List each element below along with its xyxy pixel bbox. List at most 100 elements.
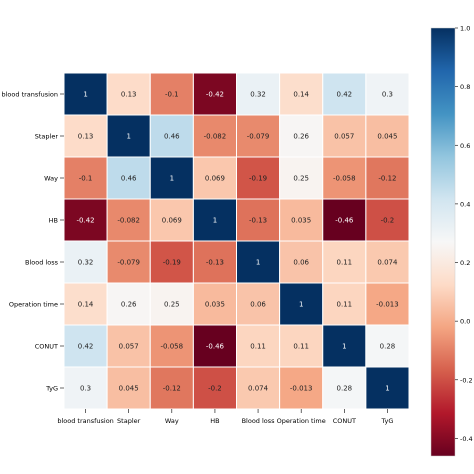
- heatmap-cell: [149, 366, 194, 410]
- cell-value-label: 0.074: [377, 259, 398, 267]
- cell-value-label: -0.058: [161, 343, 184, 351]
- cell-value-label: 1: [126, 133, 130, 141]
- colorbar: -0.4 -0.2 0.0 0.2 0.4 0.6 0.8 1.0: [430, 25, 473, 457]
- cell-value-label: -0.058: [333, 175, 356, 183]
- row-tick-label: HB: [49, 217, 58, 225]
- cell-value-label: 0.32: [250, 91, 266, 99]
- cell-value-label: -0.2: [208, 385, 222, 393]
- cell-value-label: 0.42: [78, 343, 94, 351]
- cell-value-label: -0.42: [77, 217, 95, 225]
- cell-value-label: 1: [342, 343, 346, 351]
- cell-value-label: 1: [385, 385, 389, 393]
- cell-value-label: -0.46: [335, 217, 354, 225]
- heatmap-cell: [365, 282, 410, 326]
- cell-value-label: -0.13: [249, 217, 267, 225]
- heatmap-cell: [149, 156, 194, 200]
- cell-value-label: -0.46: [206, 343, 225, 351]
- heatmap-cell: [279, 282, 324, 326]
- colorbar-gradient: [430, 27, 456, 457]
- colorbar-tick-label: 0.4: [460, 200, 470, 208]
- row-tick-labels: blood transfusion Stapler Way HB Blood loss O…: [2, 91, 64, 393]
- row-tick-label: CONUT: [35, 343, 58, 351]
- cell-value-label: 0.25: [293, 175, 309, 183]
- heatmap-cell: [365, 72, 410, 116]
- column-tick-label: Blood loss: [242, 417, 276, 425]
- heatmap-cell: [106, 324, 151, 368]
- cell-value-label: -0.2: [381, 217, 395, 225]
- heatmap-cell: [236, 366, 281, 410]
- heatmap-cell: [322, 240, 367, 284]
- heatmap-cell: [365, 114, 410, 158]
- heatmap-cell: [322, 198, 367, 242]
- column-tick-label: CONUT: [333, 417, 356, 425]
- cell-value-label: 0.06: [293, 259, 309, 267]
- heatmap-cells: [63, 72, 410, 410]
- heatmap-cell: [365, 324, 410, 368]
- column-tick-label: blood transfusion: [57, 417, 114, 425]
- heatmap-cell: [322, 156, 367, 200]
- cell-value-label: 0.13: [121, 91, 137, 99]
- colorbar-tick-label: 0.6: [460, 142, 470, 150]
- heatmap-cell: [236, 240, 281, 284]
- row-tick-label: Stapler: [35, 133, 59, 141]
- cell-value-label: -0.12: [378, 175, 396, 183]
- cell-value-label: 0.28: [337, 385, 353, 393]
- heatmap-cell: [365, 366, 410, 410]
- cell-value-label: -0.19: [249, 175, 267, 183]
- cell-value-label: 0.14: [78, 301, 94, 309]
- colorbar-tick-label: -0.2: [460, 376, 473, 384]
- cell-value-label: 0.045: [119, 385, 139, 393]
- column-tick-label: Operation time: [277, 417, 326, 425]
- heatmap-cell: [192, 198, 237, 242]
- column-tick-label: TyG: [381, 417, 394, 425]
- cell-value-label: 0.06: [250, 301, 266, 309]
- cell-value-label: -0.079: [247, 133, 270, 141]
- heatmap-cell: [149, 282, 194, 326]
- heatmap-cell: [365, 156, 410, 200]
- cell-value-label: 0.26: [293, 133, 309, 141]
- heatmap-cell: [106, 156, 151, 200]
- heatmap-cell: [149, 198, 194, 242]
- heatmap-cell: [236, 156, 281, 200]
- cell-value-label: -0.13: [206, 259, 224, 267]
- cell-value-label: 1: [213, 217, 217, 225]
- column-tick-label: Stapler: [117, 417, 141, 425]
- heatmap-cell: [322, 282, 367, 326]
- colorbar-tick-label: 0.8: [460, 83, 470, 91]
- cell-value-label: -0.19: [163, 259, 181, 267]
- cell-value-label: 0.069: [205, 175, 225, 183]
- cell-value-label: 0.057: [334, 133, 354, 141]
- cell-value-label: 0.035: [205, 301, 225, 309]
- heatmap-cell: [279, 324, 324, 368]
- colorbar-tick-label: 0.0: [460, 318, 470, 326]
- cell-value-label: 0.13: [78, 133, 94, 141]
- cell-value-label: 0.42: [337, 91, 353, 99]
- cell-value-label: 0.11: [250, 343, 266, 351]
- colorbar-tick-labels: -0.4 -0.2 0.0 0.2 0.4 0.6 0.8 1.0: [455, 25, 473, 443]
- heatmap-cell: [106, 114, 151, 158]
- cell-value-label: 0.069: [162, 217, 182, 225]
- cell-value-label: 0.3: [382, 91, 393, 99]
- cell-value-label: 0.46: [121, 175, 137, 183]
- row-tick-label: TyG: [45, 385, 58, 393]
- cell-value-label: -0.082: [117, 217, 140, 225]
- cell-value-label: 1: [83, 91, 87, 99]
- cell-value-label: 0.11: [337, 259, 353, 267]
- column-tick-labels: blood transfusion Stapler Way HB Blood loss O…: [57, 409, 393, 425]
- heatmap-cell: [279, 114, 324, 158]
- heatmap-cell: [149, 324, 194, 368]
- cell-value-label: -0.42: [206, 91, 224, 99]
- cell-value-label: 0.11: [293, 343, 309, 351]
- heatmap-cell: [322, 324, 367, 368]
- cell-value-label: -0.12: [163, 385, 181, 393]
- heatmap-cell: [365, 240, 410, 284]
- heatmap-cell: [192, 156, 237, 200]
- heatmap-cell: [279, 156, 324, 200]
- heatmap-cell: [192, 114, 237, 158]
- cell-value-label: -0.1: [165, 91, 179, 99]
- cell-value-label: 0.25: [164, 301, 180, 309]
- cell-value-label: -0.013: [290, 385, 313, 393]
- cell-value-label: 0.074: [248, 385, 269, 393]
- cell-value-label: 1: [299, 301, 303, 309]
